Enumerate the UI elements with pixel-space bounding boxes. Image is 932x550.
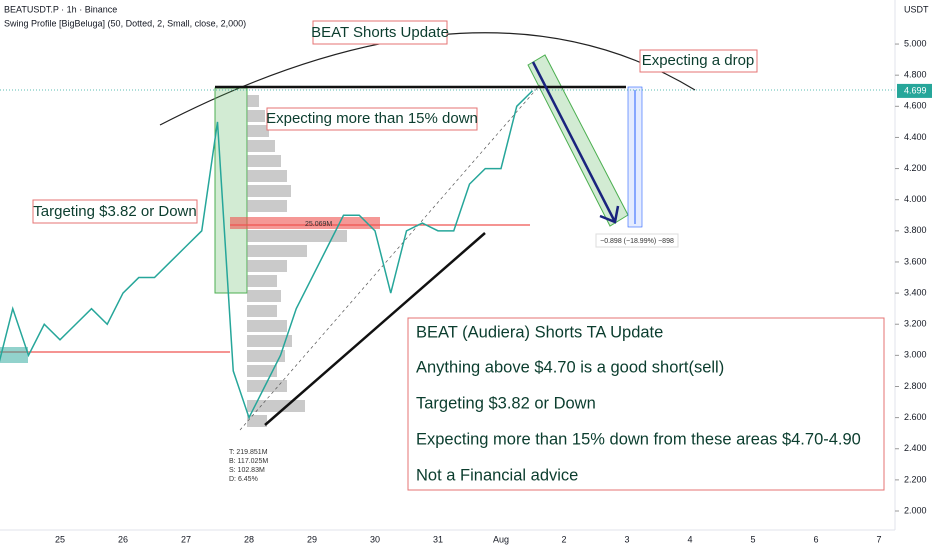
x-tick-label: 2 [561,534,566,544]
y-tick-label: 4.200 [904,163,927,173]
arc [159,32,696,126]
note-line: Anything above $4.70 is a good short(sel… [416,358,724,376]
price-line [0,90,534,420]
y-tick-label: 3.600 [904,256,927,266]
annotation-box [32,199,198,224]
zone [0,347,28,363]
volume-profile [247,95,347,427]
title-box [312,20,448,45]
x-tick-label: 3 [624,534,629,544]
dotted-line [239,84,541,431]
x-tick-label: 7 [876,534,881,544]
annotation: Expecting more than 15% down [266,110,478,127]
y-tick-label: 2.200 [904,474,927,484]
y-tick-label: 3.000 [904,350,927,360]
profile-stat: T: 219.851M [229,449,268,456]
y-tick-label: 3.200 [904,319,927,329]
measure-label-box [595,233,679,248]
annotation-box [266,107,478,131]
x-tick-label: 31 [433,534,443,544]
annotation: Expecting a drop [642,52,755,69]
green-zone [214,87,248,294]
indicator: Swing Profile [BigBeluga] (50, Dotted, 2… [4,18,246,28]
annotation-box [639,49,758,73]
note-box [407,317,885,491]
y-tick-label: 2.800 [904,381,927,391]
x-tick-label: 27 [181,534,191,544]
note-line: Not a Financial advice [416,466,578,484]
y-tick-label: 5.000 [904,38,927,48]
measure-label: −0.898 (−18.99%) −898 [600,238,674,245]
x-tick-label: 30 [370,534,380,544]
x-tick-label: 4 [687,534,692,544]
x-tick-label: 26 [118,534,128,544]
y-tick-label: 3.800 [904,225,927,235]
poc-label: 25.069M [305,221,332,228]
note-line: Expecting more than 15% down from these … [416,430,861,448]
poc-bar [230,217,380,229]
y-tick-label: 4.800 [904,70,927,80]
profile-stat: D: 6.45% [229,476,258,483]
note-line: BEAT (Audiera) Shorts TA Update [416,323,663,341]
profile-stat: B: 117.025M [229,458,268,465]
x-tick-label: 5 [750,534,755,544]
x-tick-label: 28 [244,534,254,544]
y-tick-label: 4.400 [904,132,927,142]
arrow-head [599,205,620,224]
y-tick-label: 3.400 [904,287,927,297]
profile-stat: S: 102.83M [229,467,265,474]
y-tick-label: 4.000 [904,194,927,204]
y-tick-label: 2.400 [904,443,927,453]
note-line: Targeting $3.82 or Down [416,394,596,412]
drop-arrow [531,61,617,223]
x-tick-label: 6 [813,534,818,544]
y-tick-label: 4.600 [904,101,927,111]
x-tick-label: 29 [307,534,317,544]
x-tick-label: 25 [55,534,65,544]
chart-title: BEAT Shorts Update [311,24,449,41]
support-line [264,232,486,426]
currency: USDT [904,4,929,14]
y-tick-label: 2.000 [904,505,927,515]
last-price-label: 4.699 [904,85,927,95]
x-tick-label: Aug [493,534,509,544]
annotation: Targeting $3.82 or Down [33,203,196,220]
symbol: BEATUSDT.P · 1h · Binance [4,4,117,14]
y-tick-label: 2.600 [904,412,927,422]
last-price-tag [897,83,932,98]
